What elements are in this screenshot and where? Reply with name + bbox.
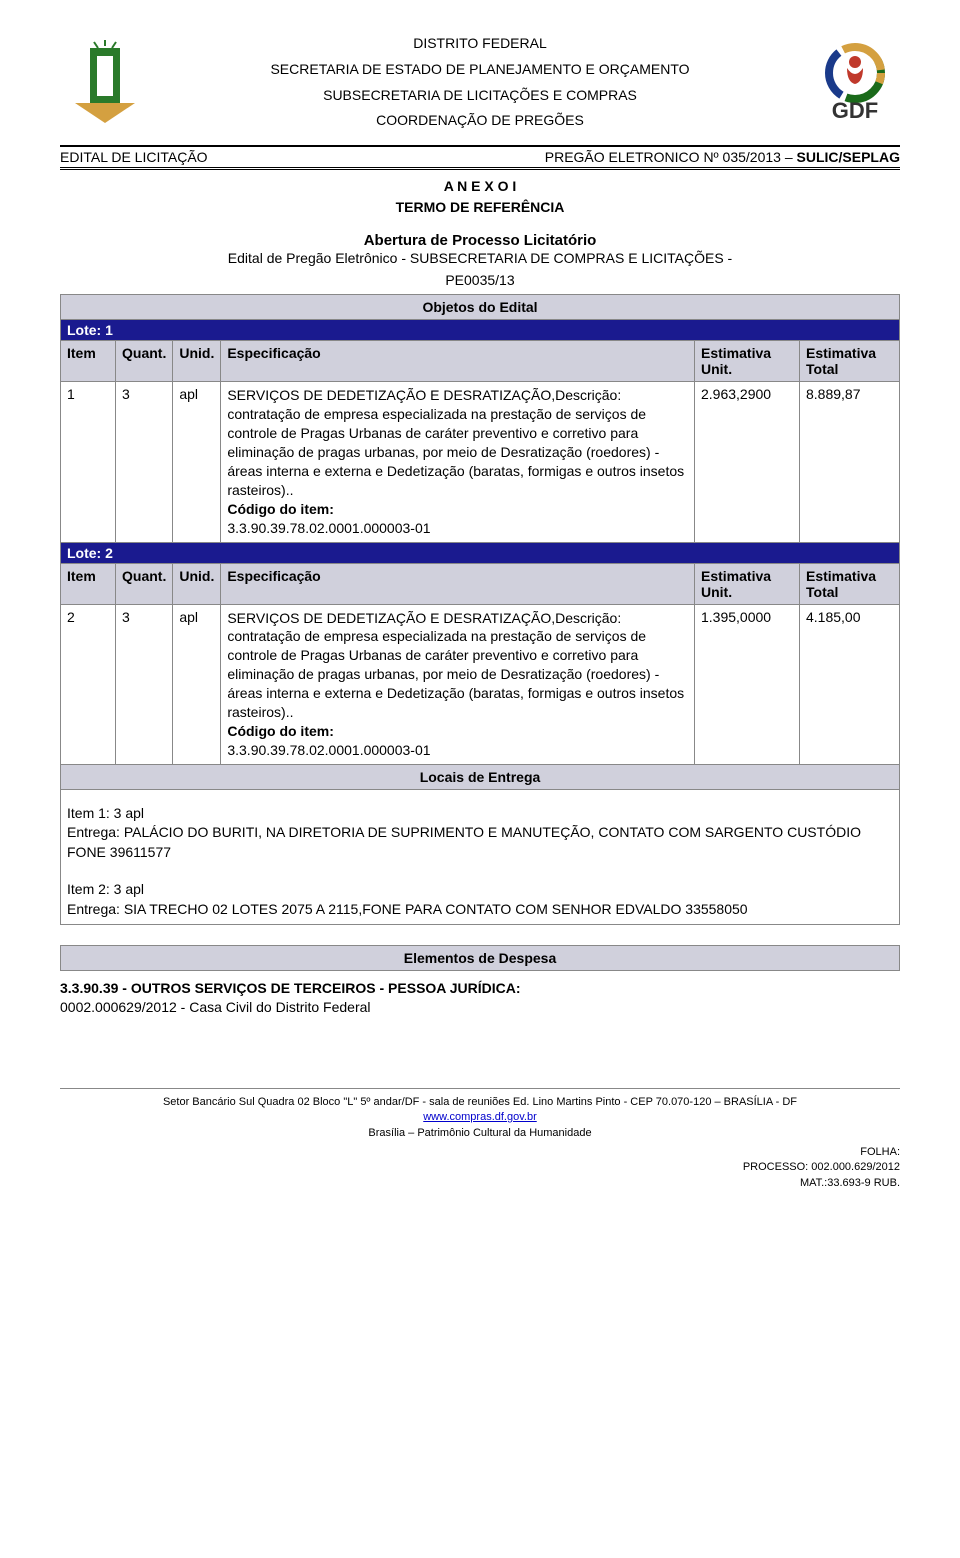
lote-2-unid: apl xyxy=(173,604,221,764)
col-espec: Especificação xyxy=(221,563,695,604)
table-header-row: Item Quant. Unid. Especificação Estimati… xyxy=(61,563,900,604)
locais-banner: Locais de Entrega xyxy=(61,764,900,789)
elemento-line-2: 0002.000629/2012 - Casa Civil do Distrit… xyxy=(60,998,900,1018)
locais-content: Item 1: 3 apl Entrega: PALÁCIO DO BURITI… xyxy=(61,789,900,924)
col-unid: Unid. xyxy=(173,341,221,382)
lote-1-est-unit: 2.963,2900 xyxy=(695,382,800,542)
lote-1-unid: apl xyxy=(173,382,221,542)
locais-item1-label: Item 1: 3 apl xyxy=(67,804,893,824)
locais-item2-label: Item 2: 3 apl xyxy=(67,880,893,900)
svg-text:GDF: GDF xyxy=(832,98,878,123)
abertura-line-1: Edital de Pregão Eletrônico - SUBSECRETA… xyxy=(60,249,900,269)
lote-2-quant: 3 xyxy=(116,604,173,764)
edital-left: EDITAL DE LICITAÇÃO xyxy=(60,149,208,165)
locais-item1-text: Entrega: PALÁCIO DO BURITI, NA DIRETORIA… xyxy=(67,823,893,862)
header-line-3: SUBSECRETARIA DE LICITAÇÕES E COMPRAS xyxy=(150,84,810,108)
col-item: Item xyxy=(61,563,116,604)
abertura-line-2: PE0035/13 xyxy=(60,271,900,291)
gdf-logo-icon: GDF xyxy=(810,38,900,128)
col-est-total: Estimativa Total xyxy=(800,563,900,604)
footer-right-block: FOLHA: PROCESSO: 002.000.629/2012 MAT.:3… xyxy=(60,1145,900,1191)
col-espec: Especificação xyxy=(221,341,695,382)
lote-2-est-unit: 1.395,0000 xyxy=(695,604,800,764)
footer-folha: FOLHA: xyxy=(60,1145,900,1160)
elemento-line-1: 3.3.90.39 - OUTROS SERVIÇOS DE TERCEIROS… xyxy=(60,979,900,999)
footer-link[interactable]: www.compras.df.gov.br xyxy=(423,1111,537,1123)
header-line-2: SECRETARIA DE ESTADO DE PLANEJAMENTO E O… xyxy=(150,58,810,82)
footer-processo: PROCESSO: 002.000.629/2012 xyxy=(60,1160,900,1175)
df-coat-of-arms-icon xyxy=(60,38,150,128)
lotes-table: Objetos do Edital Lote: 1 Item Quant. Un… xyxy=(60,294,900,924)
elementos-banner: Elementos de Despesa xyxy=(60,945,900,971)
footer-line-3: Brasília – Patrimônio Cultural da Humani… xyxy=(60,1126,900,1141)
col-est-unit: Estimativa Unit. xyxy=(695,563,800,604)
anexo-line-1: A N E X O I xyxy=(60,176,900,197)
abertura-title: Abertura de Processo Licitatório xyxy=(60,232,900,249)
lote-1-est-total: 8.889,87 xyxy=(800,382,900,542)
table-header-row: Item Quant. Unid. Especificação Estimati… xyxy=(61,341,900,382)
footer-mat: MAT.:33.693-9 RUB. xyxy=(60,1176,900,1191)
col-quant: Quant. xyxy=(116,341,173,382)
lote-2-spec: SERVIÇOS DE DEDETIZAÇÃO E DESRATIZAÇÃO,D… xyxy=(221,604,695,764)
col-quant: Quant. xyxy=(116,563,173,604)
lote-1-banner: Lote: 1 xyxy=(61,320,900,341)
col-est-total: Estimativa Total xyxy=(800,341,900,382)
col-est-unit: Estimativa Unit. xyxy=(695,341,800,382)
header-text-block: DISTRITO FEDERAL SECRETARIA DE ESTADO DE… xyxy=(150,30,810,135)
edital-bar: EDITAL DE LICITAÇÃO PREGÃO ELETRONICO Nº… xyxy=(60,145,900,170)
locais-item2-text: Entrega: SIA TRECHO 02 LOTES 2075 A 2115… xyxy=(67,900,893,920)
edital-right: PREGÃO ELETRONICO Nº 035/2013 – SULIC/SE… xyxy=(545,149,900,165)
lote-1-item: 1 xyxy=(61,382,116,542)
footer-line-1: Setor Bancário Sul Quadra 02 Bloco "L" 5… xyxy=(60,1095,900,1110)
lote-2-est-total: 4.185,00 xyxy=(800,604,900,764)
anexo-line-2: TERMO DE REFERÊNCIA xyxy=(60,197,900,218)
objetos-banner: Objetos do Edital xyxy=(61,295,900,320)
lote-1-quant: 3 xyxy=(116,382,173,542)
footer: Setor Bancário Sul Quadra 02 Bloco "L" 5… xyxy=(60,1088,900,1141)
lote-1-data-row: 1 3 apl SERVIÇOS DE DEDETIZAÇÃO E DESRAT… xyxy=(61,382,900,542)
lote-2-banner: Lote: 2 xyxy=(61,542,900,563)
lote-2-data-row: 2 3 apl SERVIÇOS DE DEDETIZAÇÃO E DESRAT… xyxy=(61,604,900,764)
col-unid: Unid. xyxy=(173,563,221,604)
document-header: DISTRITO FEDERAL SECRETARIA DE ESTADO DE… xyxy=(60,30,900,135)
header-line-1: DISTRITO FEDERAL xyxy=(150,32,810,56)
lote-1-spec: SERVIÇOS DE DEDETIZAÇÃO E DESRATIZAÇÃO,D… xyxy=(221,382,695,542)
lote-2-item: 2 xyxy=(61,604,116,764)
header-line-4: COORDENAÇÃO DE PREGÕES xyxy=(150,109,810,133)
col-item: Item xyxy=(61,341,116,382)
